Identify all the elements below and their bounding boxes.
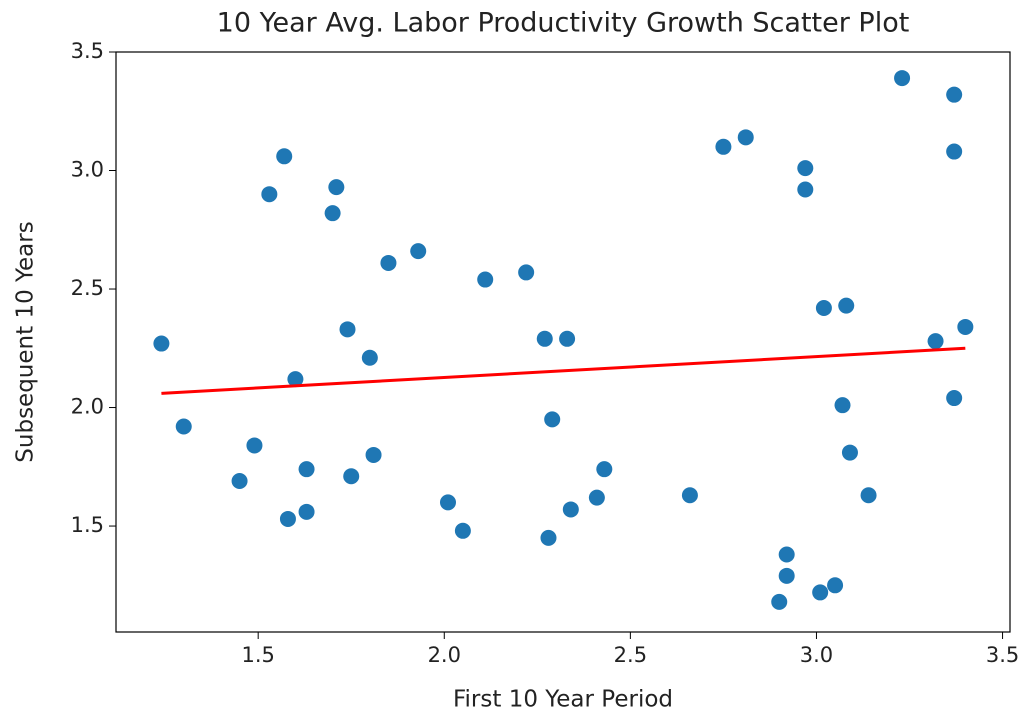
scatter-point	[927, 333, 944, 350]
scatter-point	[540, 529, 557, 546]
x-tick-label: 2.0	[428, 643, 461, 667]
x-tick-label: 2.5	[614, 643, 647, 667]
y-tick-label: 3.0	[71, 158, 104, 182]
scatter-point	[328, 179, 345, 196]
scatter-point	[361, 349, 378, 366]
plot-frame	[115, 51, 1011, 633]
scatter-point	[946, 86, 963, 103]
scatter-point	[231, 473, 248, 490]
scatter-point	[343, 468, 360, 485]
scatter-point	[261, 186, 278, 203]
scatter-point	[737, 129, 754, 146]
scatter-point	[797, 181, 814, 198]
scatter-point	[439, 494, 456, 511]
scatter-point	[298, 503, 315, 520]
fit-line	[161, 346, 966, 395]
scatter-point	[838, 297, 855, 314]
scatter-point	[287, 371, 304, 388]
scatter-point	[477, 271, 494, 288]
chart-title: 10 Year Avg. Labor Productivity Growth S…	[217, 8, 910, 39]
scatter-point	[559, 330, 576, 347]
scatter-point	[410, 243, 427, 260]
scatter-point	[715, 138, 732, 155]
y-axis-label: Subsequent 10 Years	[13, 221, 39, 462]
scatter-point	[175, 418, 192, 435]
y-tick-label: 3.5	[71, 39, 104, 63]
scatter-point	[834, 397, 851, 414]
scatter-point	[276, 148, 293, 165]
scatter-point	[562, 501, 579, 518]
scatter-point	[771, 593, 788, 610]
x-tick-label: 3.0	[800, 643, 833, 667]
y-tick-label: 1.5	[71, 513, 104, 537]
scatter-point	[778, 546, 795, 563]
y-tick-label: 2.0	[71, 395, 104, 419]
scatter-point	[894, 70, 911, 87]
scatter-point	[365, 446, 382, 463]
scatter-point	[153, 335, 170, 352]
scatter-point	[841, 444, 858, 461]
scatter-point	[454, 522, 471, 539]
scatter-point	[596, 461, 613, 478]
scatter-point	[324, 205, 341, 222]
scatter-point	[339, 321, 356, 338]
scatter-point	[544, 411, 561, 428]
scatter-point	[298, 461, 315, 478]
scatter-point	[860, 487, 877, 504]
scatter-point	[812, 584, 829, 601]
scatter-point	[957, 318, 974, 335]
scatter-point	[946, 143, 963, 160]
scatter-point	[518, 264, 535, 281]
scatter-point	[380, 254, 397, 271]
scatter-point	[815, 299, 832, 316]
scatter-point	[827, 577, 844, 594]
scatter-point	[279, 510, 296, 527]
scatter-point	[681, 487, 698, 504]
y-tick-label: 2.5	[71, 276, 104, 300]
scatter-point	[797, 160, 814, 177]
scatter-point	[246, 437, 263, 454]
scatter-point	[536, 330, 553, 347]
x-axis-label: First 10 Year Period	[453, 687, 673, 713]
scatter-point	[778, 567, 795, 584]
x-tick-label: 1.5	[241, 643, 274, 667]
scatter-point	[588, 489, 605, 506]
scatter-point	[946, 390, 963, 407]
x-tick-label: 3.5	[986, 643, 1019, 667]
